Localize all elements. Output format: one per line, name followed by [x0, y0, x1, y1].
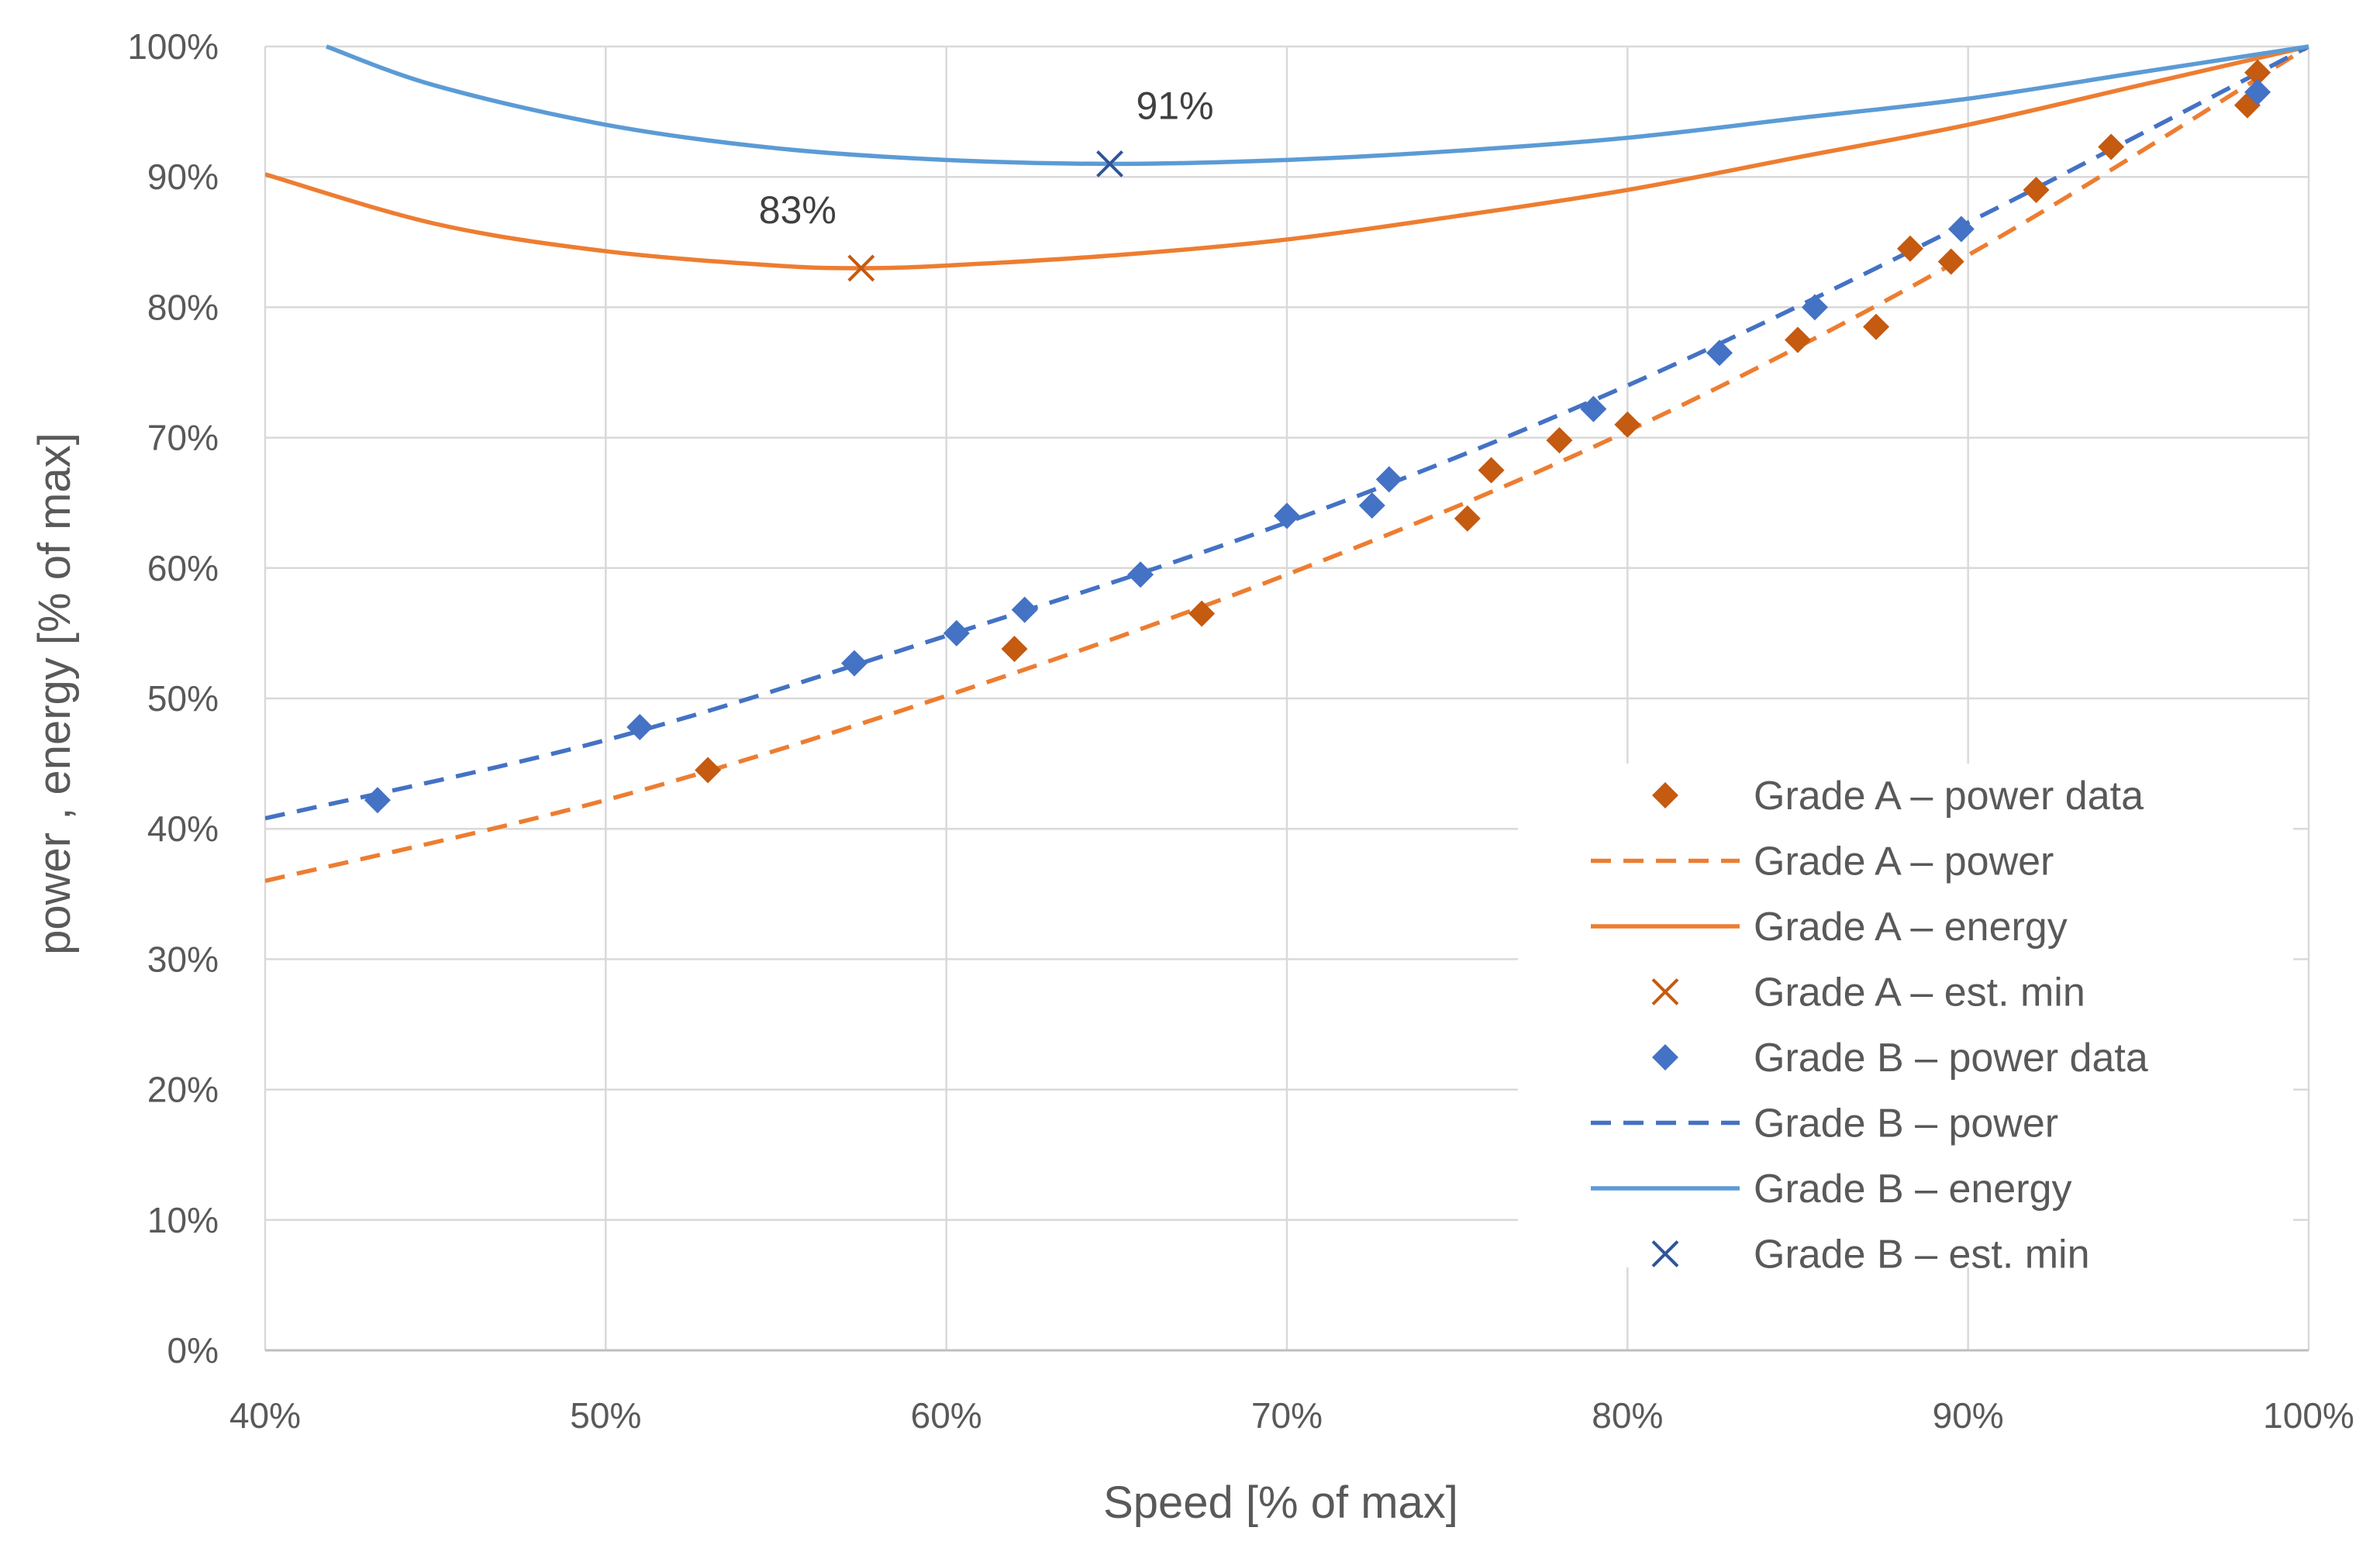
legend-swatch-grade-a-power-data — [1652, 782, 1678, 808]
legend-label-grade-a-power-data: Grade A – power data — [1754, 774, 2144, 819]
x-tick-label: 50% — [570, 1395, 641, 1436]
grade-a-power-data-point — [1001, 636, 1028, 663]
grade-a-power-data-point — [2023, 177, 2050, 204]
grade-a-power-data-point — [1785, 326, 1811, 353]
plot-area — [265, 44, 2309, 884]
grade-b-power-data-point — [1358, 492, 1385, 519]
grade-a-power-data-point — [1546, 426, 1573, 453]
grade-b-power-data-point — [1011, 596, 1038, 623]
grade-a-power-data-point — [1896, 235, 1923, 262]
x-tick-label: 40% — [229, 1395, 301, 1436]
annotations: 83% 91% — [759, 84, 1214, 232]
grade-b-power-data-point — [1127, 561, 1154, 588]
grade-a-energy-line — [265, 44, 2309, 271]
y-tick-labels: 0% 10% 20% 30% 40% 50% 60% 70% 80% 90% 100% — [127, 26, 219, 1370]
legend-background — [1518, 764, 2293, 1267]
legend-label-grade-b-power: Grade B – power — [1754, 1102, 2058, 1146]
y-tick-label: 10% — [147, 1200, 219, 1240]
grade-a-est-min-marker — [847, 254, 875, 282]
x-tick-label: 90% — [1933, 1395, 2004, 1436]
grade-b-power-data-point — [841, 650, 868, 677]
y-tick-label: 50% — [147, 678, 219, 719]
grade-a-power-data-point — [695, 757, 722, 784]
y-tick-label: 80% — [147, 287, 219, 327]
grade-a-est-min-label: 83% — [759, 188, 836, 232]
y-tick-label: 40% — [147, 808, 219, 849]
legend-label-grade-b-energy: Grade B – energy — [1754, 1167, 2071, 1212]
grade-a-power-data-point — [1188, 600, 1216, 627]
grade-a-power-data-point — [2098, 133, 2125, 160]
grade-b-power-data-point — [1706, 340, 1733, 367]
grade-a-power-data-point — [1863, 313, 1890, 340]
grade-b-energy-line — [326, 44, 2309, 167]
y-axis-title: power , energy [% of max] — [29, 433, 80, 955]
y-tick-label: 0% — [167, 1330, 219, 1370]
x-tick-labels: 40% 50% 60% 70% 80% 90% 100% — [229, 1395, 2354, 1436]
grade-a-power-data-point — [1478, 457, 1505, 484]
legend-label-grade-a-energy: Grade A – energy — [1754, 905, 2068, 950]
y-tick-label: 100% — [127, 26, 219, 67]
y-tick-label: 90% — [147, 157, 219, 197]
grade-b-power-line — [265, 44, 2309, 821]
x-tick-label: 80% — [1592, 1395, 1663, 1436]
legend-label-grade-a-est-min: Grade A – est. min — [1754, 971, 2085, 1015]
grade-b-power-data-point — [2244, 78, 2271, 105]
x-tick-label: 60% — [911, 1395, 982, 1436]
series-markers — [364, 59, 2271, 814]
legend-label-grade-b-power-data: Grade B – power data — [1754, 1036, 2148, 1081]
x-tick-label: 100% — [2263, 1395, 2354, 1436]
grade-b-power-data-point — [364, 787, 391, 814]
grade-a-power-data-point — [1937, 248, 1964, 275]
y-tick-label: 60% — [147, 548, 219, 588]
x-tick-label: 70% — [1251, 1395, 1323, 1436]
legend-swatch-grade-b-power-data — [1652, 1044, 1678, 1070]
grade-a-power-data-point — [2244, 59, 2271, 86]
legend-swatch-grade-b-est-min — [1651, 1240, 1679, 1267]
grade-a-power-data-point — [1614, 411, 1641, 438]
legend: Grade A – power data Grade A – power Grade… — [1518, 764, 2293, 1277]
y-tick-label: 20% — [147, 1070, 219, 1110]
x-axis-title: Speed [% of max] — [1103, 1477, 1458, 1528]
y-tick-label: 70% — [147, 418, 219, 458]
grade-b-power-data-point — [943, 619, 970, 646]
grid — [264, 45, 2310, 1352]
legend-label-grade-b-est-min: Grade B – est. min — [1754, 1233, 2090, 1277]
grade-a-power-data-point — [1454, 505, 1481, 532]
legend-label-grade-a-power: Grade A – power — [1754, 840, 2054, 884]
y-tick-label: 30% — [147, 939, 219, 979]
grade-b-power-data-point — [1801, 294, 1828, 321]
grade-b-power-data-point — [1947, 215, 1975, 243]
grade-b-power-data-point — [1274, 502, 1300, 529]
legend-swatch-grade-a-est-min — [1651, 978, 1679, 1005]
grade-b-est-min-label: 91% — [1137, 84, 1214, 127]
grade-b-power-data-point — [1580, 395, 1607, 422]
series-lines — [265, 44, 2309, 884]
grade-b-est-min-marker — [1096, 150, 1123, 178]
grade-b-power-data-point — [626, 714, 654, 741]
grade-b-power-data-point — [1375, 466, 1402, 493]
